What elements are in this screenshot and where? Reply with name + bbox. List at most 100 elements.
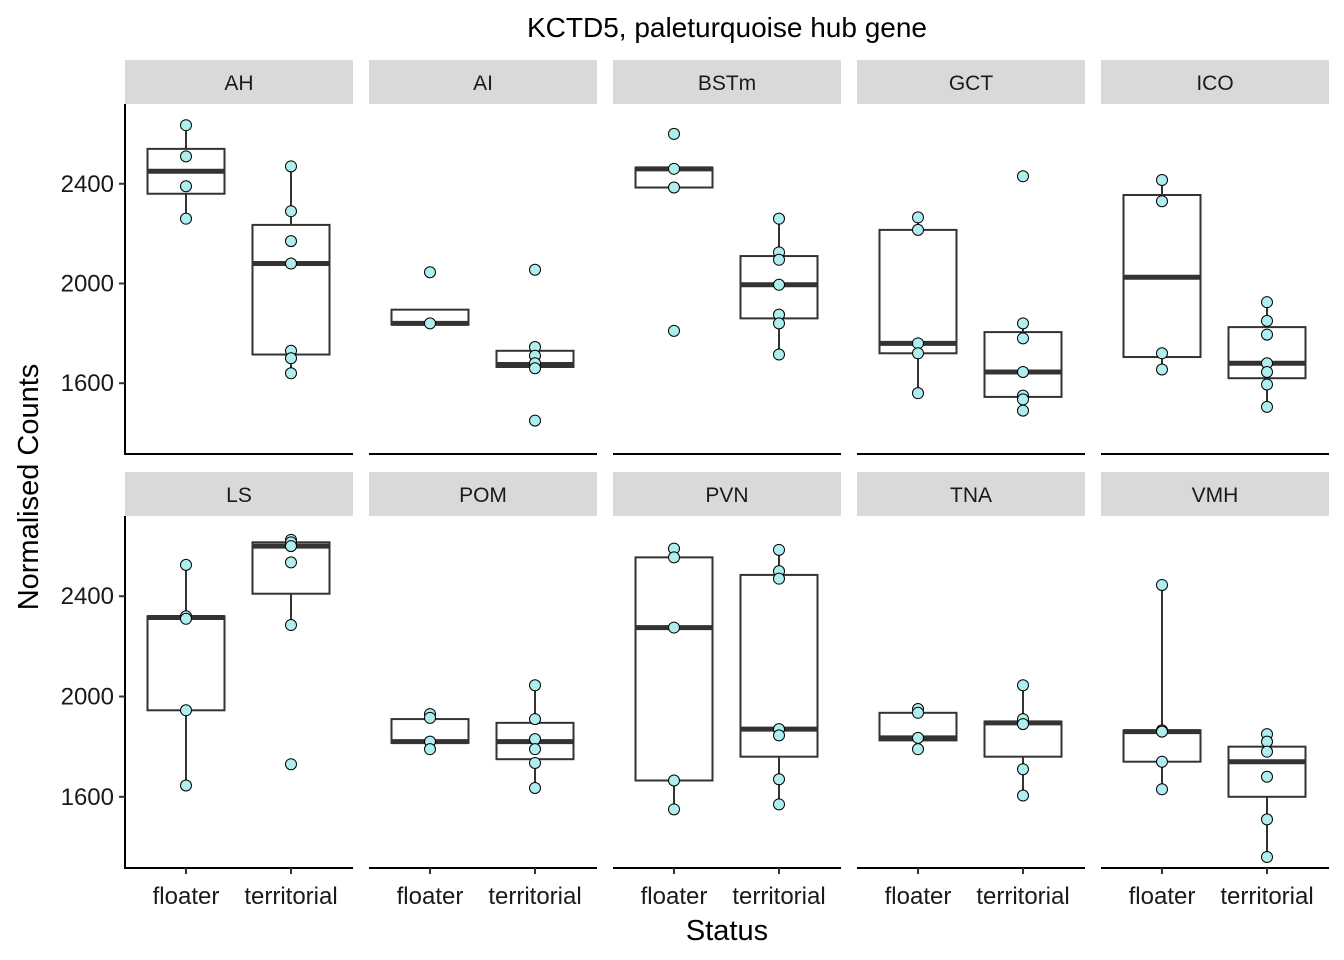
data-point [773, 278, 785, 291]
data-point [773, 729, 785, 742]
box-group-floater [390, 708, 470, 756]
data-point [773, 798, 785, 811]
data-point [773, 773, 785, 786]
facet-strip-label: ICO [1196, 72, 1233, 95]
box-group-territorial [983, 170, 1063, 417]
data-point [668, 774, 680, 787]
data-point [285, 160, 297, 173]
chart-title: KCTD5, paleturquoise hub gene [527, 12, 927, 43]
y-axis-title: Normalised Counts [13, 364, 45, 611]
data-point [1261, 745, 1273, 758]
box-group-territorial [251, 533, 331, 771]
data-point [1017, 332, 1029, 345]
data-point [1261, 850, 1273, 863]
data-point [424, 266, 436, 279]
box-group-territorial [983, 679, 1063, 802]
data-point [285, 540, 297, 553]
box-group-territorial [495, 679, 575, 795]
data-point [773, 317, 785, 330]
data-point [1017, 317, 1029, 330]
facet-strip [125, 60, 353, 104]
box [739, 573, 819, 758]
data-point [180, 558, 192, 571]
data-point [1261, 770, 1273, 783]
box-group-territorial [739, 543, 819, 811]
data-point [1261, 813, 1273, 826]
data-point [1017, 393, 1029, 406]
data-point [424, 743, 436, 756]
facet-strip [369, 60, 597, 104]
data-point [1156, 174, 1168, 187]
x-tick-label: territorial [244, 883, 337, 910]
facet-ai: AI [369, 60, 597, 455]
data-point [1156, 725, 1168, 738]
data-point [180, 119, 192, 132]
data-point [180, 612, 192, 625]
data-point [912, 743, 924, 756]
data-point [529, 713, 541, 726]
data-point [1156, 363, 1168, 376]
x-tick-label: floater [397, 883, 464, 910]
data-point [285, 758, 297, 771]
box-group-floater [146, 119, 226, 225]
x-tick-label: territorial [732, 883, 825, 910]
x-tick-label: floater [153, 883, 220, 910]
data-point [1261, 328, 1273, 341]
facet-strip [857, 472, 1085, 516]
facet-strip-label: AH [224, 72, 253, 95]
data-point [668, 181, 680, 194]
x-tick-label: floater [885, 883, 952, 910]
facet-strip-label: LS [226, 484, 252, 507]
data-point [285, 367, 297, 380]
data-point [529, 743, 541, 756]
box-group-territorial [251, 160, 331, 380]
data-point [285, 235, 297, 248]
data-point [1261, 365, 1273, 378]
box-group-floater [634, 542, 714, 816]
data-point [1017, 679, 1029, 692]
data-point [1261, 296, 1273, 309]
data-point [180, 704, 192, 717]
data-point [285, 205, 297, 218]
y-tick-label: 1600 [61, 370, 114, 397]
data-point [529, 782, 541, 795]
x-tick-label: floater [1129, 883, 1196, 910]
facet-strip-label: BSTm [698, 72, 756, 95]
x-axis-title: Status [686, 915, 768, 947]
data-point [529, 414, 541, 427]
data-point [912, 211, 924, 224]
data-point [912, 731, 924, 744]
data-point [668, 551, 680, 564]
data-point [1261, 735, 1273, 748]
data-point [668, 127, 680, 140]
x-tick-label: territorial [488, 883, 581, 910]
data-point [668, 803, 680, 816]
box-group-floater [878, 211, 958, 400]
facet-strip-label: VMH [1192, 484, 1239, 507]
data-point [773, 253, 785, 266]
data-point [912, 337, 924, 350]
data-point [773, 572, 785, 585]
facet-vmh: VMH floater territorial [1101, 472, 1329, 910]
data-point [529, 263, 541, 276]
data-point [285, 556, 297, 569]
data-point [1261, 400, 1273, 413]
data-point [1156, 578, 1168, 591]
box [634, 556, 714, 782]
data-point [1156, 347, 1168, 360]
data-point [180, 150, 192, 163]
data-point [1017, 763, 1029, 776]
data-point [529, 679, 541, 692]
data-point [529, 756, 541, 769]
data-point [285, 257, 297, 270]
facet-strip [613, 60, 841, 104]
box-group-floater [634, 127, 714, 337]
facet-strip-label: POM [459, 484, 507, 507]
data-point [529, 733, 541, 746]
data-point [912, 387, 924, 400]
facet-strip-label: PVN [705, 484, 748, 507]
data-point [773, 543, 785, 556]
data-point [773, 348, 785, 361]
data-point [1156, 195, 1168, 208]
box-group-territorial [1227, 296, 1307, 413]
